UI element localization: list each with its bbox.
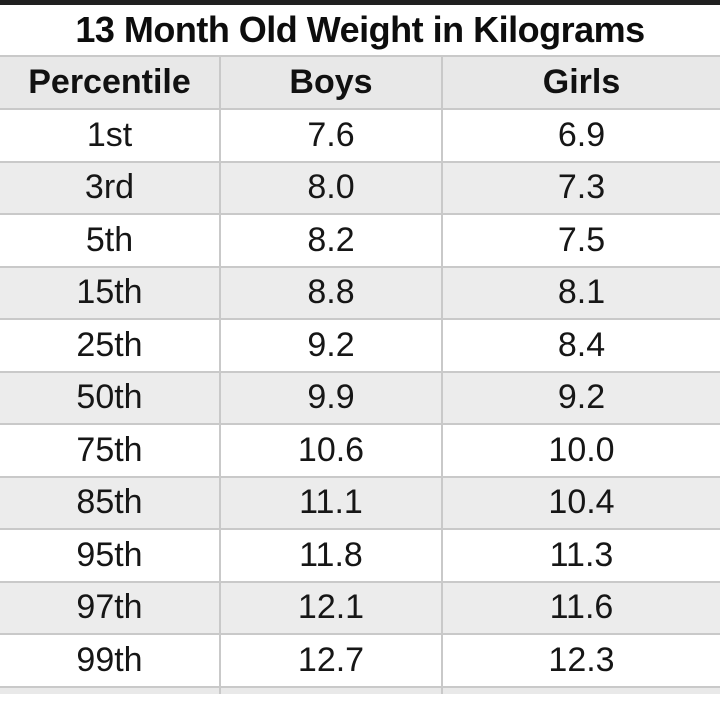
- percentile-cell: 50th: [0, 370, 221, 425]
- percentile-cell: 75th: [0, 423, 221, 478]
- girls-value-cell: 9.2: [441, 370, 720, 425]
- table-row-50th: 50th 9.9 9.2: [0, 370, 720, 425]
- partial-cropped-cell: [0, 685, 221, 694]
- table-row-15th: 15th 8.8 8.1: [0, 265, 720, 320]
- boys-value-cell: 11.1: [219, 475, 443, 530]
- girls-value-cell: 8.1: [441, 265, 720, 320]
- table-row-95th: 95th 11.8 11.3: [0, 528, 720, 583]
- column-header-girls: Girls: [441, 55, 720, 110]
- table-row-25th: 25th 9.2 8.4: [0, 318, 720, 373]
- percentile-cell: 99th: [0, 633, 221, 688]
- table-row-1st: 1st 7.6 6.9: [0, 108, 720, 163]
- girls-value-cell: 7.3: [441, 160, 720, 215]
- table-title: 13 Month Old Weight in Kilograms: [75, 9, 645, 50]
- column-header-boys: Boys: [219, 55, 443, 110]
- partial-cropped-row: [0, 685, 720, 694]
- girls-value-cell: 11.6: [441, 580, 720, 635]
- percentile-cell: 85th: [0, 475, 221, 530]
- boys-value-cell: 8.8: [219, 265, 443, 320]
- partial-cropped-cell: [219, 685, 443, 694]
- top-crop-edge: [0, 0, 720, 5]
- boys-value-cell: 9.9: [219, 370, 443, 425]
- boys-value-cell: 7.6: [219, 108, 443, 163]
- header-row: Percentile Boys Girls: [0, 55, 720, 110]
- table-row-85th: 85th 11.1 10.4: [0, 475, 720, 530]
- boys-value-cell: 11.8: [219, 528, 443, 583]
- girls-value-cell: 7.5: [441, 213, 720, 268]
- column-header-percentile: Percentile: [0, 55, 221, 110]
- table-row-99th: 99th 12.7 12.3: [0, 633, 720, 688]
- boys-value-cell: 9.2: [219, 318, 443, 373]
- boys-value-cell: 12.1: [219, 580, 443, 635]
- girls-value-cell: 10.4: [441, 475, 720, 530]
- table-row-97th: 97th 12.1 11.6: [0, 580, 720, 635]
- percentile-cell: 95th: [0, 528, 221, 583]
- percentile-cell: 15th: [0, 265, 221, 320]
- percentile-cell: 25th: [0, 318, 221, 373]
- boys-value-cell: 12.7: [219, 633, 443, 688]
- table-row-3rd: 3rd 8.0 7.3: [0, 160, 720, 215]
- percentile-cell: 3rd: [0, 160, 221, 215]
- girls-value-cell: 8.4: [441, 318, 720, 373]
- boys-value-cell: 8.2: [219, 213, 443, 268]
- weight-table: Percentile Boys Girls 1st 7.6 6.9 3rd 8.0 7.3…: [0, 55, 720, 694]
- table-row-75th: 75th 10.6 10.0: [0, 423, 720, 478]
- girls-value-cell: 12.3: [441, 633, 720, 688]
- boys-value-cell: 8.0: [219, 160, 443, 215]
- percentile-cell: 97th: [0, 580, 221, 635]
- girls-value-cell: 6.9: [441, 108, 720, 163]
- girls-value-cell: 11.3: [441, 528, 720, 583]
- girls-value-cell: 10.0: [441, 423, 720, 478]
- percentile-cell: 5th: [0, 213, 221, 268]
- table-row-5th: 5th 8.2 7.5: [0, 213, 720, 268]
- percentile-cell: 1st: [0, 108, 221, 163]
- boys-value-cell: 10.6: [219, 423, 443, 478]
- partial-cropped-cell: [441, 685, 720, 694]
